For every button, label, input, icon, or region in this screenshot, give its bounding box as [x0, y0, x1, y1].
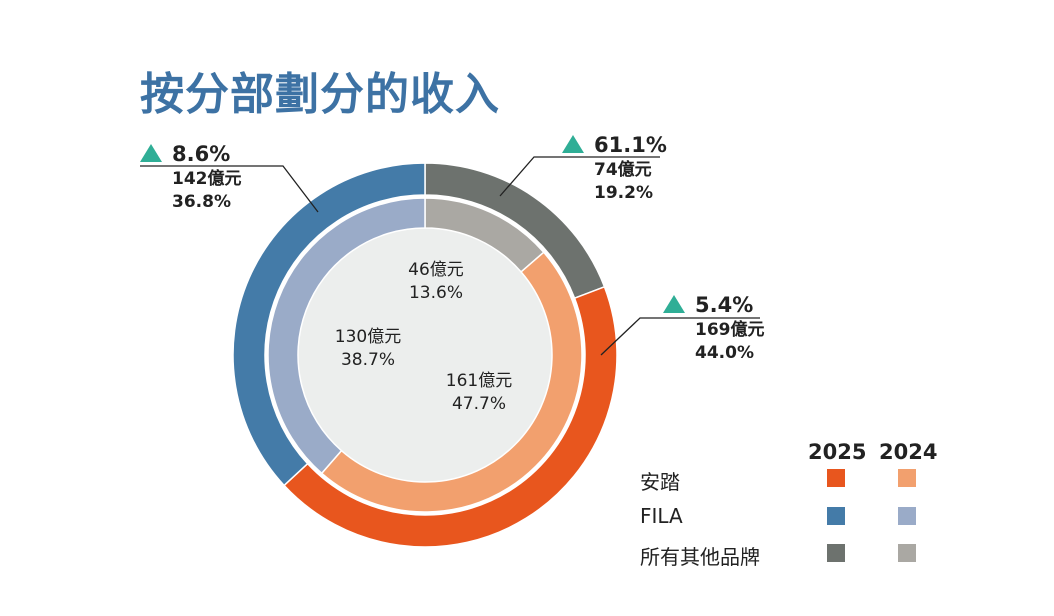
label-anta-2025: 5.4% 169億元 44.0%	[663, 294, 765, 365]
leader-line-others	[499, 156, 660, 197]
slice-fila-2024	[267, 197, 426, 475]
legend-header-2025: 2025	[808, 440, 867, 464]
legend-label-fila: FILA	[640, 504, 683, 528]
legend-swatch-fila-2025	[827, 507, 845, 525]
legend-label-others: 所有其他品牌	[640, 545, 760, 569]
legend-header-2024: 2024	[879, 440, 938, 464]
up-triangle-icon	[663, 295, 685, 313]
up-triangle-icon	[562, 135, 584, 153]
label-anta-2024: 161億元 47.7%	[445, 371, 513, 414]
label-others-2025: 61.1% 74億元 19.2%	[562, 134, 667, 205]
slice-anta-2024	[320, 251, 583, 513]
label-fila-2024: 130億元 38.7%	[334, 327, 402, 370]
label-fila-2025: 8.6% 142億元 36.8%	[140, 143, 242, 214]
donut-center	[298, 228, 552, 482]
chart-title: 按分部劃分的收入	[140, 69, 500, 120]
legend-swatch-anta-2024	[898, 469, 916, 487]
leader-line-fila	[140, 165, 319, 213]
up-triangle-icon	[140, 144, 162, 162]
legend-swatch-others-2025	[827, 544, 845, 562]
slice-fila-2025	[232, 162, 426, 487]
label-others-2024: 46億元 13.6%	[408, 260, 464, 303]
legend-swatch-anta-2025	[827, 469, 845, 487]
legend-label-anta: 安踏	[640, 470, 680, 494]
legend-swatch-others-2024	[898, 544, 916, 562]
leader-line-anta	[600, 317, 760, 356]
legend-swatch-fila-2024	[898, 507, 916, 525]
